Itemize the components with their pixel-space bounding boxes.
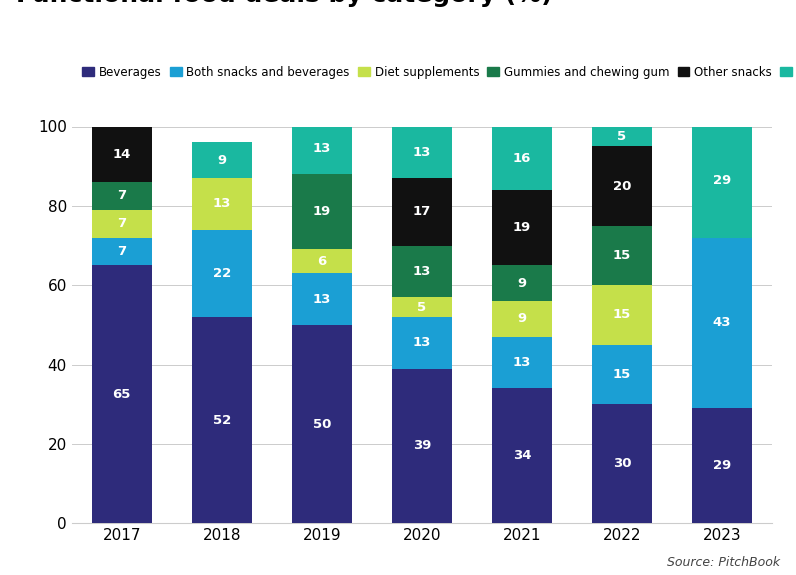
Legend: Beverages, Both snacks and beverages, Diet supplements, Gummies and chewing gum,: Beverages, Both snacks and beverages, Di… — [77, 61, 796, 83]
Text: 30: 30 — [613, 457, 631, 470]
Text: 16: 16 — [513, 152, 531, 165]
Text: 13: 13 — [513, 356, 531, 369]
Bar — [392, 317, 452, 369]
Bar — [192, 317, 252, 523]
Text: 39: 39 — [412, 439, 431, 453]
Text: 13: 13 — [412, 146, 431, 159]
Bar — [592, 285, 652, 344]
Bar — [392, 178, 452, 246]
Bar — [292, 273, 352, 325]
Bar — [392, 126, 452, 178]
Bar — [592, 404, 652, 523]
Bar — [192, 143, 252, 178]
Text: 13: 13 — [213, 197, 231, 210]
Bar — [492, 190, 552, 266]
Text: 43: 43 — [713, 316, 732, 329]
Bar — [292, 250, 352, 273]
Text: 15: 15 — [613, 249, 631, 262]
Text: 7: 7 — [117, 217, 127, 230]
Bar — [592, 225, 652, 285]
Text: 52: 52 — [213, 413, 231, 427]
Bar — [492, 388, 552, 523]
Bar — [292, 174, 352, 250]
Bar — [692, 408, 752, 523]
Text: 50: 50 — [313, 417, 331, 431]
Text: 9: 9 — [517, 277, 526, 290]
Bar — [392, 297, 452, 317]
Text: 6: 6 — [317, 255, 326, 268]
Text: 13: 13 — [313, 142, 331, 155]
Text: Functional food deals by category (%): Functional food deals by category (%) — [16, 0, 552, 7]
Text: 5: 5 — [417, 301, 427, 313]
Text: Source: PitchBook: Source: PitchBook — [667, 556, 780, 569]
Bar — [92, 182, 152, 210]
Text: 29: 29 — [713, 459, 732, 472]
Bar — [292, 325, 352, 523]
Bar — [592, 146, 652, 225]
Text: 15: 15 — [613, 368, 631, 381]
Text: 22: 22 — [213, 267, 231, 280]
Text: 34: 34 — [513, 449, 531, 462]
Text: 9: 9 — [517, 312, 526, 325]
Bar — [692, 237, 752, 408]
Text: 7: 7 — [117, 189, 127, 202]
Bar — [92, 266, 152, 523]
Bar — [292, 122, 352, 174]
Text: 14: 14 — [112, 148, 131, 161]
Bar — [392, 369, 452, 523]
Bar — [492, 126, 552, 190]
Bar — [592, 345, 652, 404]
Bar — [92, 210, 152, 237]
Bar — [492, 337, 552, 388]
Bar — [492, 266, 552, 301]
Text: 65: 65 — [112, 388, 131, 401]
Text: 19: 19 — [513, 221, 531, 234]
Text: 7: 7 — [117, 245, 127, 258]
Text: 17: 17 — [413, 205, 431, 218]
Text: 13: 13 — [313, 293, 331, 305]
Text: 29: 29 — [713, 174, 732, 186]
Bar — [592, 126, 652, 146]
Bar — [92, 237, 152, 266]
Bar — [492, 301, 552, 337]
Text: 9: 9 — [217, 154, 226, 167]
Bar — [692, 122, 752, 237]
Bar — [192, 178, 252, 229]
Text: 13: 13 — [412, 336, 431, 349]
Text: 13: 13 — [412, 265, 431, 278]
Bar — [92, 126, 152, 182]
Text: 15: 15 — [613, 308, 631, 321]
Text: 20: 20 — [613, 179, 631, 193]
Bar — [392, 246, 452, 297]
Text: 5: 5 — [618, 130, 626, 143]
Text: 19: 19 — [313, 205, 331, 218]
Bar — [192, 229, 252, 317]
